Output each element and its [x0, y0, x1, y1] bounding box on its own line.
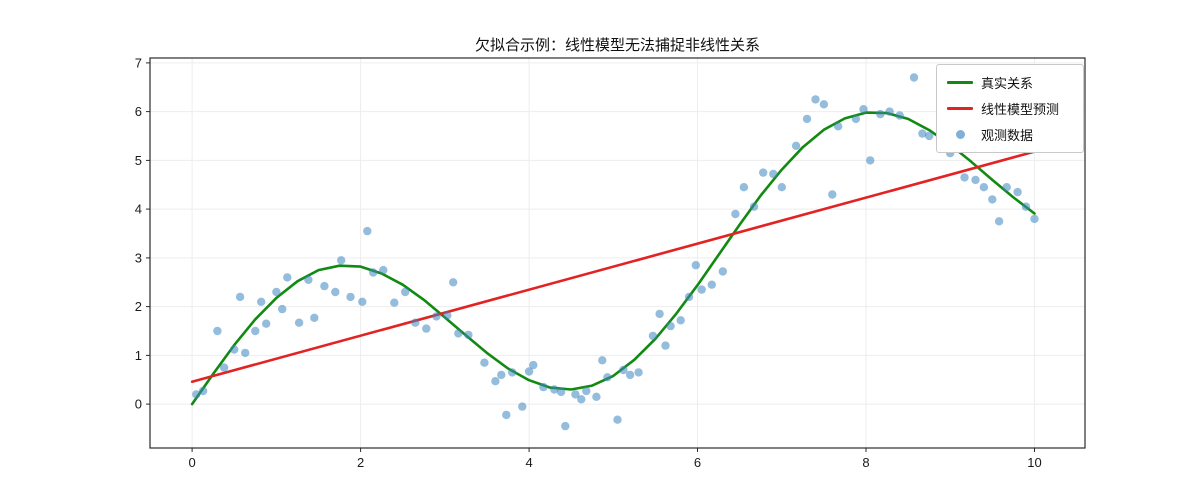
x-tick-label: 2 [357, 455, 364, 470]
legend: 真实关系 线性模型预测 观测数据 [936, 64, 1084, 153]
y-tick-label: 4 [135, 202, 142, 217]
y-tick-label: 2 [135, 299, 142, 314]
y-tick-label: 6 [135, 104, 142, 119]
y-tick-label: 3 [135, 250, 142, 265]
x-tick-label: 10 [1027, 455, 1041, 470]
red-line-swatch-icon [947, 107, 973, 110]
y-tick-label: 1 [135, 348, 142, 363]
legend-label-observed-data: 观测数据 [981, 128, 1034, 143]
legend-swatch-box [947, 130, 973, 139]
axis-ticks: 0 2 4 6 8 10 0 1 2 3 4 5 6 7 [135, 55, 1042, 470]
x-tick-label: 6 [694, 455, 701, 470]
x-tick-label: 0 [188, 455, 195, 470]
y-tick-label: 7 [135, 55, 142, 70]
gridlines [150, 58, 1085, 448]
plot-frame [149, 57, 1086, 449]
x-tick-label: 4 [525, 455, 532, 470]
legend-label-linear-prediction: 线性模型预测 [981, 102, 1060, 117]
series-line-0 [190, 111, 1036, 406]
legend-swatch-box [947, 81, 973, 84]
chart-title: 欠拟合示例：线性模型无法捕捉非线性关系 [474, 37, 760, 54]
legend-item-observed-data: 观测数据 [947, 125, 1073, 144]
legend-item-linear-prediction: 线性模型预测 [947, 99, 1073, 118]
x-tick-label: 8 [862, 455, 869, 470]
legend-label-true-relation: 真实关系 [981, 76, 1034, 91]
y-tick-label: 0 [135, 397, 142, 412]
legend-item-true-relation: 真实关系 [947, 73, 1073, 92]
y-tick-label: 5 [135, 153, 142, 168]
series-line-1 [190, 150, 1036, 383]
scatter-points [192, 73, 1039, 431]
green-line-swatch-icon [947, 81, 973, 84]
blue-dot-swatch-icon [955, 130, 965, 139]
legend-swatch-box [947, 107, 973, 110]
